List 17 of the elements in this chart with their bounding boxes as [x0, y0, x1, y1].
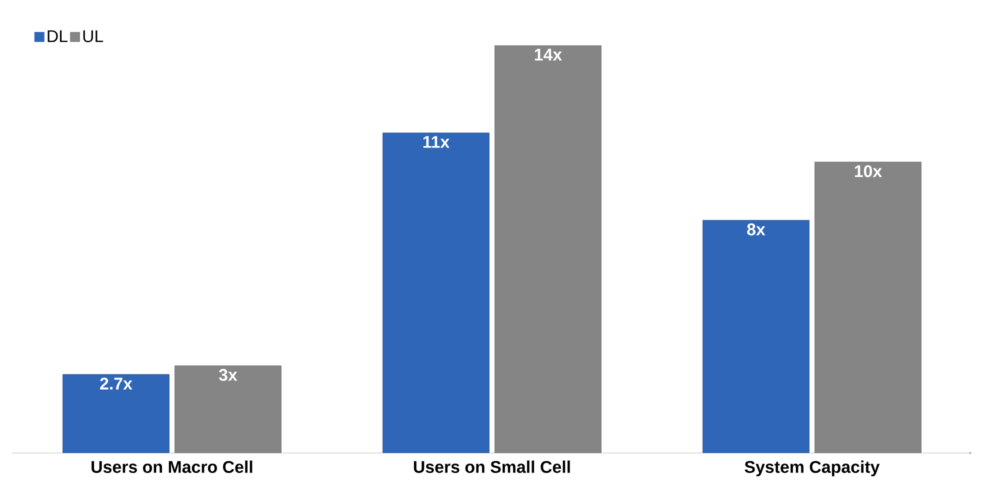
- x-tick-label: System Capacity: [744, 460, 880, 476]
- bar: [62, 374, 170, 453]
- bar: [814, 162, 922, 453]
- bar: [494, 45, 602, 453]
- data-label: 3x: [218, 368, 238, 381]
- legend-label: UL: [83, 30, 104, 42]
- bar: [174, 366, 282, 453]
- data-label: 10x: [854, 165, 882, 178]
- data-label: 14x: [534, 48, 562, 60]
- x-tick-label: Users on Small Cell: [414, 460, 570, 473]
- bar: [382, 132, 490, 453]
- legend-label: DL: [48, 30, 68, 42]
- x-tick-label: Users on Macro Cell: [92, 460, 252, 473]
- data-label: 11x: [423, 136, 450, 148]
- data-label: 2.7x: [100, 378, 132, 390]
- data-label: 8x: [747, 223, 766, 236]
- bar: [702, 220, 810, 453]
